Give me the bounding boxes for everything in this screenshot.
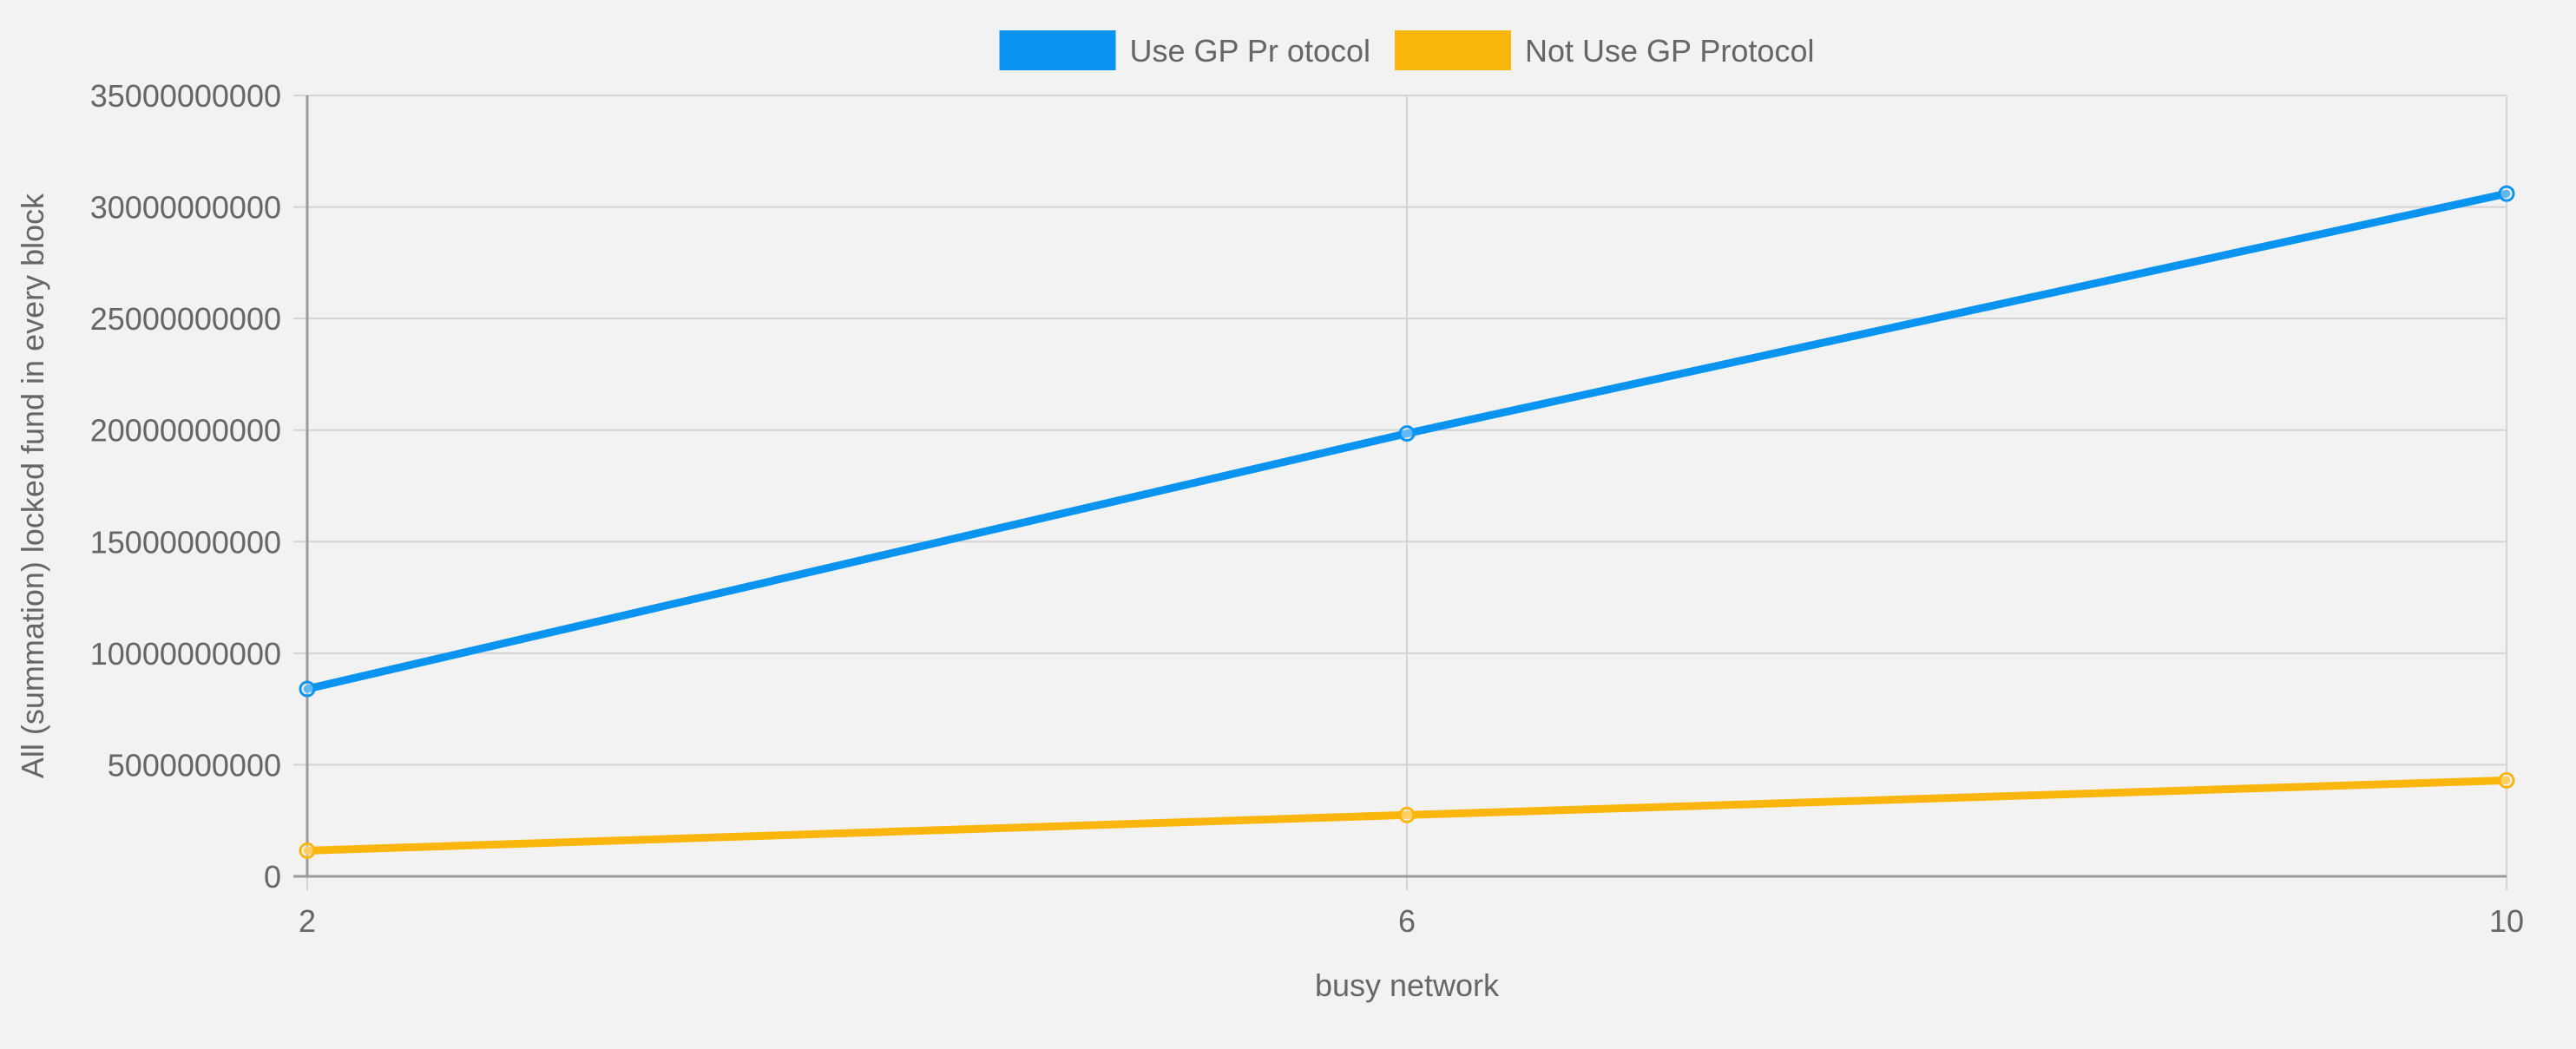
data-point[interactable] xyxy=(1398,806,1416,823)
data-point[interactable] xyxy=(299,842,316,859)
x-axis-ticks: 2 6 10 xyxy=(299,903,2524,939)
y-tick-label: 15000000000 xyxy=(90,524,281,560)
data-point[interactable] xyxy=(2498,771,2515,789)
legend-item-1[interactable]: Use GP Pr otocol xyxy=(999,30,1370,70)
series-line-2 xyxy=(303,776,2511,855)
series-line-1 xyxy=(303,189,2511,693)
y-axis-title: All (summation) locked fund in every blo… xyxy=(15,193,50,778)
y-tick-label: 5000000000 xyxy=(108,747,281,783)
y-tick-label: 0 xyxy=(264,859,281,895)
legend-item-2[interactable]: Not Use GP Protocol xyxy=(1394,30,1814,70)
x-tick-label: 10 xyxy=(2489,903,2524,939)
y-tick-label: 20000000000 xyxy=(90,413,281,449)
legend-swatch xyxy=(1394,30,1511,70)
y-axis-ticks: 0 5000000000 10000000000 15000000000 2000000… xyxy=(90,78,281,895)
x-tick-label: 6 xyxy=(1398,903,1416,939)
y-tick-label: 35000000000 xyxy=(90,78,281,114)
data-point[interactable] xyxy=(299,680,316,698)
legend-swatch xyxy=(999,30,1116,70)
series-lines xyxy=(299,185,2515,859)
data-point[interactable] xyxy=(1398,425,1416,443)
y-tick-label: 10000000000 xyxy=(90,636,281,672)
y-tick-label: 25000000000 xyxy=(90,301,281,337)
legend-label: Use GP Pr otocol xyxy=(1130,33,1370,69)
legend[interactable]: Use GP Pr otocol Not Use GP Protocol xyxy=(999,30,1815,70)
grid-lines xyxy=(293,95,2507,890)
x-axis-title: busy network xyxy=(1315,967,1500,1003)
data-point[interactable] xyxy=(2498,185,2515,202)
axes xyxy=(293,95,2507,878)
legend-label: Not Use GP Protocol xyxy=(1525,33,1814,69)
y-tick-label: 30000000000 xyxy=(90,190,281,226)
x-tick-label: 2 xyxy=(299,903,316,939)
